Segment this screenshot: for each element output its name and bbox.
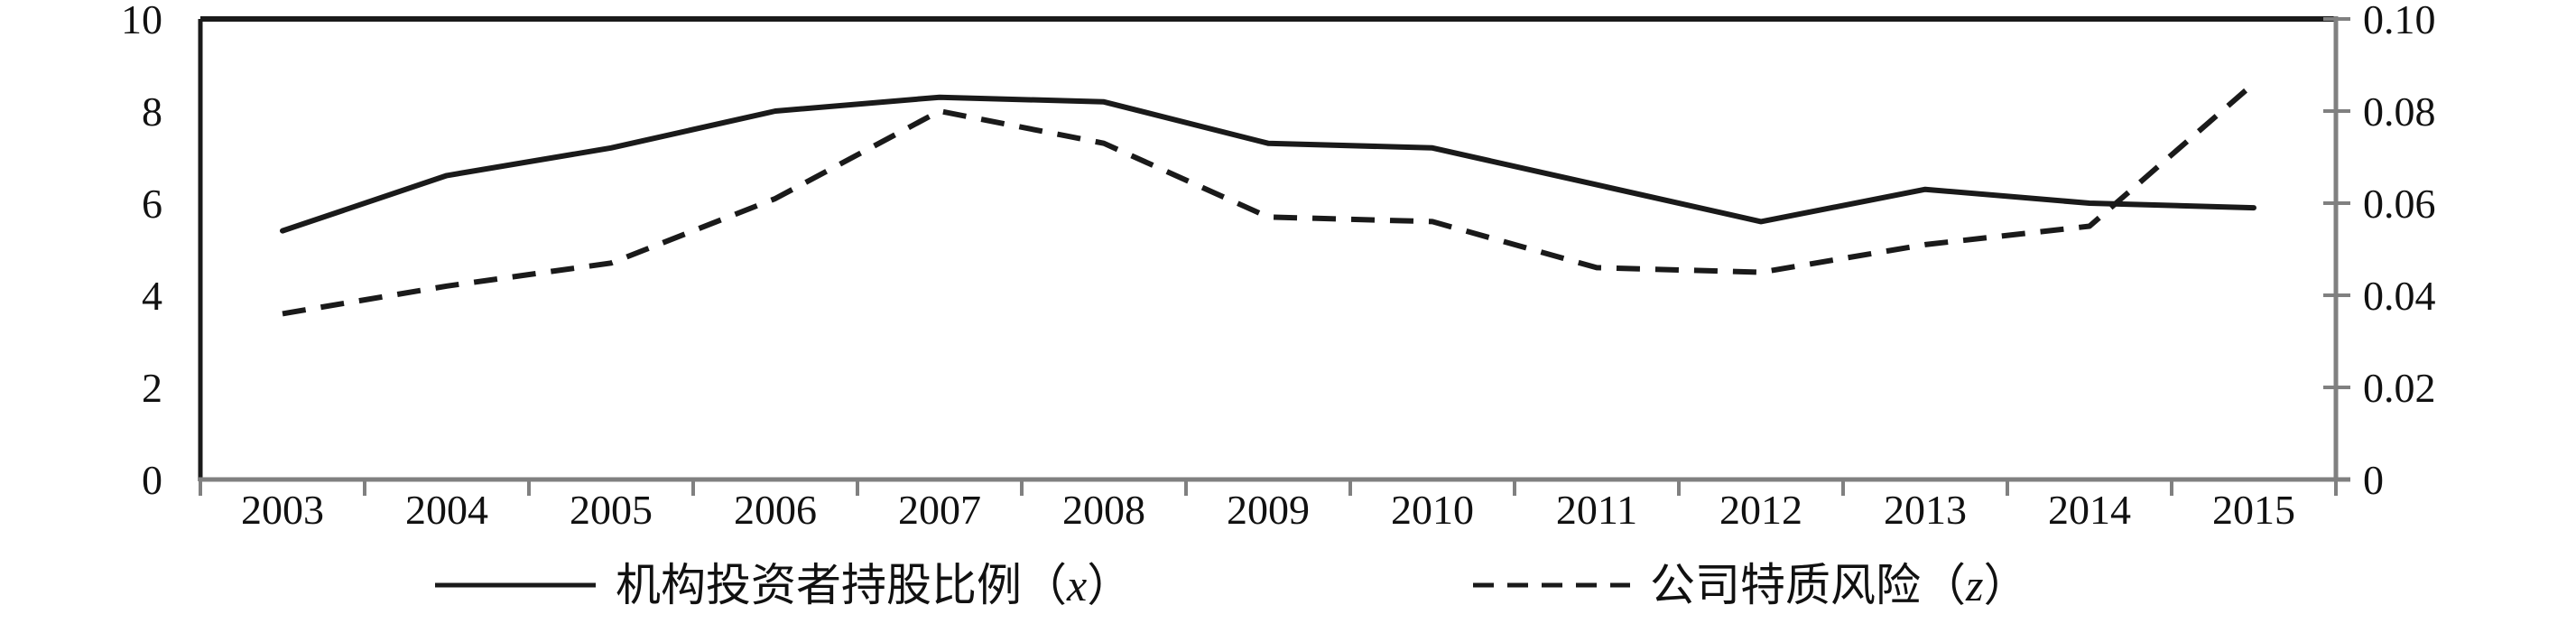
x-axis-year-label: 2014 bbox=[2048, 487, 2131, 533]
y-axis-right-label: 0.02 bbox=[2363, 365, 2436, 411]
y-axis-left-label: 10 bbox=[121, 0, 162, 42]
y-axis-left-label: 8 bbox=[142, 88, 162, 135]
x-axis-year-label: 2010 bbox=[1391, 487, 1474, 533]
x-axis-year-label: 2012 bbox=[1719, 487, 1802, 533]
x-axis-year-label: 2006 bbox=[734, 487, 817, 533]
y-axis-left-label: 4 bbox=[142, 273, 162, 319]
x-axis-year-label: 2013 bbox=[1884, 487, 1967, 533]
y-axis-left-label: 0 bbox=[142, 457, 162, 503]
y-axis-right-label: 0.06 bbox=[2363, 181, 2436, 227]
x-axis-year-label: 2003 bbox=[241, 487, 324, 533]
x-axis-year-label: 2007 bbox=[898, 487, 981, 533]
y-axis-right-label: 0.10 bbox=[2363, 0, 2436, 42]
y-axis-right-label: 0.04 bbox=[2363, 273, 2436, 319]
legend-label-institutional-ownership: 机构投资者持股比例（x） bbox=[616, 560, 1132, 610]
x-axis-year-label: 2015 bbox=[2212, 487, 2295, 533]
y-axis-left-label: 2 bbox=[142, 365, 162, 411]
x-axis-year-label: 2009 bbox=[1227, 487, 1310, 533]
legend-label-idiosyncratic-risk: 公司特质风险（z） bbox=[1650, 560, 2028, 610]
x-axis-year-label: 2004 bbox=[405, 487, 488, 533]
x-axis-year-label: 2005 bbox=[570, 487, 653, 533]
series-line-institutional-ownership bbox=[280, 94, 2256, 234]
series-line-idiosyncratic-risk bbox=[282, 81, 2256, 317]
y-axis-right-label: 0 bbox=[2363, 457, 2384, 503]
y-axis-left-label: 6 bbox=[142, 181, 162, 227]
x-axis-year-label: 2011 bbox=[1556, 487, 1637, 533]
y-axis-right-label: 0.08 bbox=[2363, 88, 2436, 135]
x-axis-year-label: 2008 bbox=[1062, 487, 1145, 533]
